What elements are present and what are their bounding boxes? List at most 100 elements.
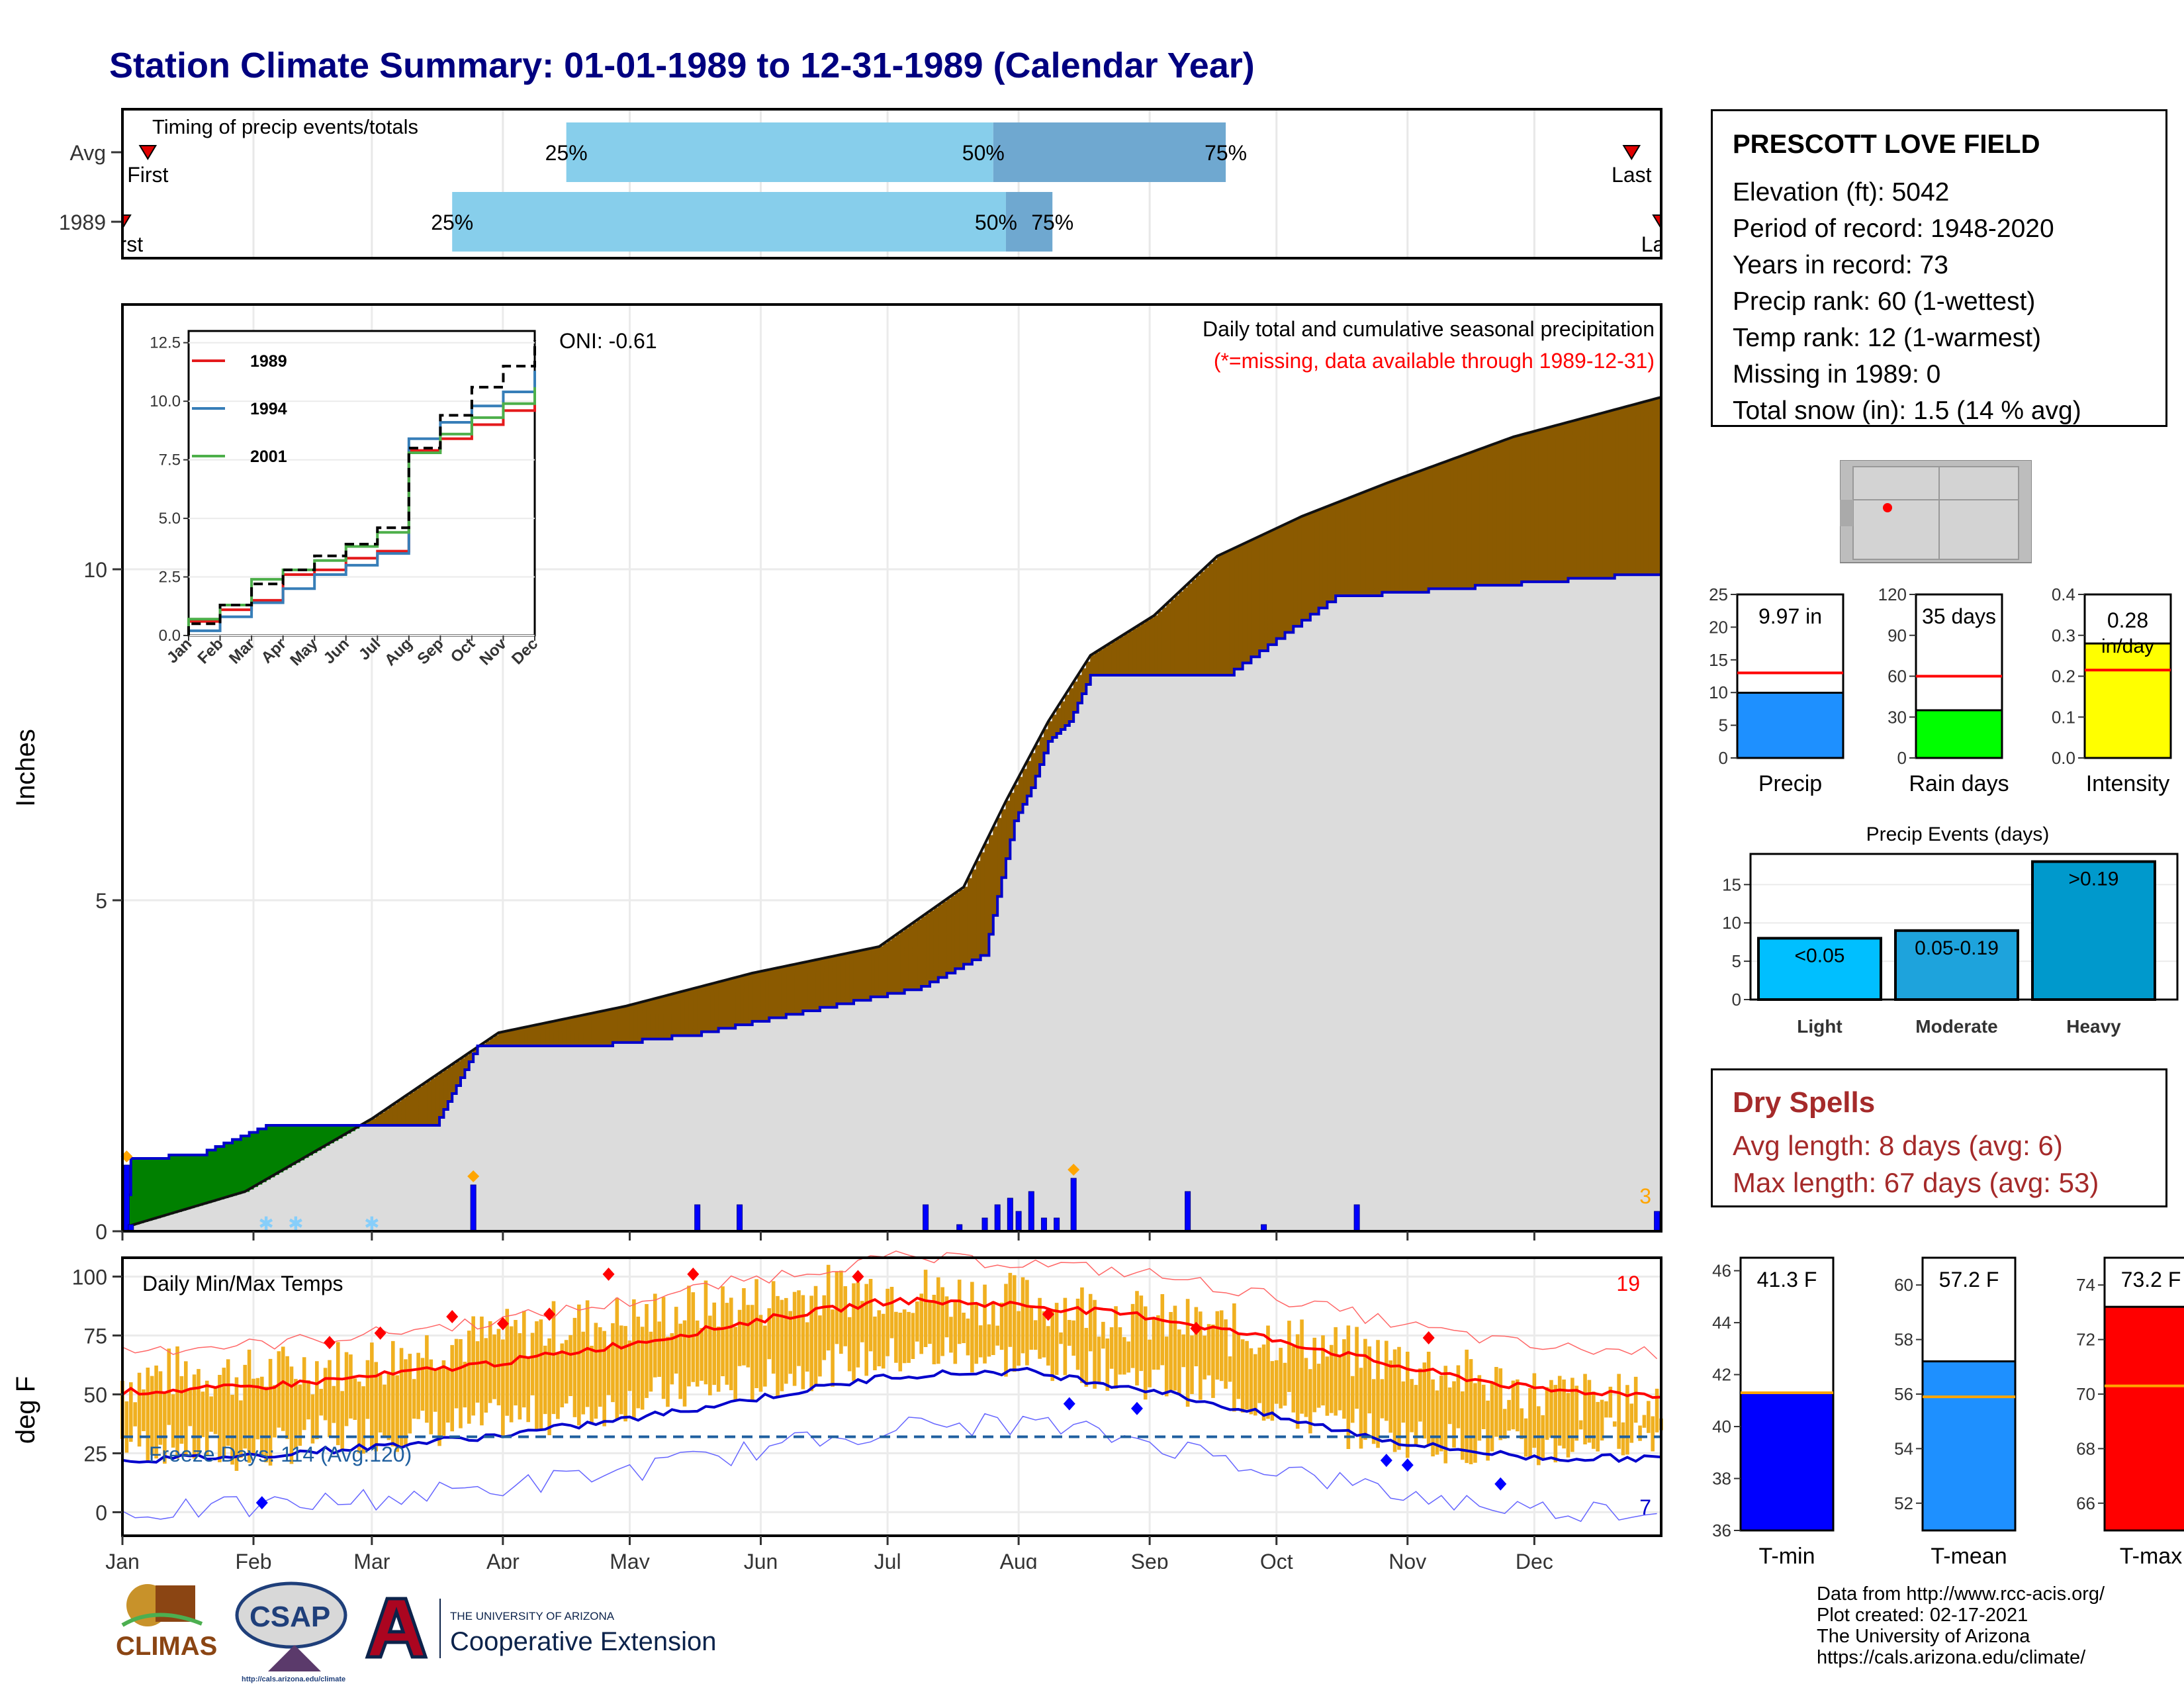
average-min-line bbox=[122, 1366, 1662, 1464]
inset-ytick-label: 5.0 bbox=[159, 510, 181, 528]
small-panel-ytick-label: 0.0 bbox=[2052, 748, 2075, 768]
precip-annotation-title: Daily total and cumulative seasonal prec… bbox=[1203, 317, 1655, 341]
location-map bbox=[1840, 460, 2032, 563]
timing-p50-label: 50% bbox=[962, 141, 1005, 165]
snow-icon: ✱ bbox=[258, 1213, 273, 1234]
freeze-days-label: Freeze Days: 114 (Avg:120) bbox=[149, 1442, 412, 1466]
credits: Data from http://www.rcc-acis.org/ Plot … bbox=[1817, 1583, 2105, 1668]
station-detail-line: Elevation (ft): 5042 bbox=[1733, 178, 1950, 207]
average-max-line bbox=[121, 1296, 1662, 1399]
station-detail-line: Missing in 1989: 0 bbox=[1733, 360, 1941, 389]
month-label: Feb bbox=[235, 1550, 271, 1569]
inset-ytick-label: 7.5 bbox=[159, 451, 181, 469]
temps-ytick-label: 25 bbox=[83, 1442, 107, 1466]
inset-frame bbox=[187, 330, 536, 637]
event-bar bbox=[2031, 860, 2156, 1001]
daily-precip-bar bbox=[470, 1184, 477, 1232]
station-detail-line: Temp rank: 12 (1-warmest) bbox=[1733, 324, 2041, 352]
record-low-icon bbox=[1063, 1397, 1075, 1411]
temps-count-top: 19 bbox=[1616, 1272, 1640, 1295]
small-panel-ytick-label: 120 bbox=[1878, 585, 1907, 604]
timing-p75-label: 75% bbox=[1205, 141, 1247, 165]
record-high-icon bbox=[1042, 1307, 1054, 1321]
small-panel-ytick-label: 44 bbox=[1712, 1313, 1731, 1333]
month-label: Sep bbox=[1131, 1550, 1169, 1569]
small-panel-ytick-label: 15 bbox=[1709, 650, 1728, 670]
events-ytick-label: 5 bbox=[1732, 951, 1741, 971]
station-details: Elevation (ft): 5042 Period of record: 19… bbox=[1733, 174, 2165, 429]
record-high-icon bbox=[602, 1267, 615, 1281]
ua-small-text: THE UNIVERSITY OF ARIZONA bbox=[450, 1610, 615, 1622]
daily-temps-chart: 0 25 50 75 100 Jan Feb Mar Apr May Jun Jul Aug Sep Oct… bbox=[11, 1250, 1663, 1569]
credit-line: Data from http://www.rcc-acis.org/ bbox=[1817, 1583, 2105, 1605]
csap-logo-text: CSAP bbox=[250, 1601, 330, 1633]
daily-precip-bar bbox=[1654, 1211, 1661, 1232]
daily-precip-bar bbox=[1185, 1191, 1191, 1232]
timing-p75-label: 75% bbox=[1031, 211, 1073, 234]
temps-label: Daily Min/Max Temps bbox=[142, 1272, 343, 1295]
month-label: Mar bbox=[353, 1550, 390, 1569]
credit-line: Plot created: 02-17-2021 bbox=[1817, 1605, 2028, 1626]
inset-legend-label: 1994 bbox=[250, 400, 287, 418]
snow-icon: ✱ bbox=[364, 1213, 379, 1234]
daily-precip-bar bbox=[1028, 1191, 1034, 1232]
csap-logo: CSAP http://cals.arizona.edu/climate bbox=[235, 1581, 347, 1683]
record-high-icon bbox=[323, 1336, 336, 1350]
small-panel-ytick-label: 25 bbox=[1709, 585, 1728, 604]
credit-line: https://cals.arizona.edu/climate/ bbox=[1817, 1647, 2086, 1668]
climas-wave-icon bbox=[121, 1613, 203, 1627]
timing-frame-outline bbox=[121, 108, 1662, 259]
precip-totals-chart: 0 5 10 15 20 25 9.97 in Precip 0 30 60 90 120 35 days… bbox=[1709, 585, 2172, 796]
small-panel-value-label: 41.3 F bbox=[1757, 1268, 1817, 1291]
events-frame bbox=[1749, 853, 2179, 1001]
small-panel-ytick-label: 5 bbox=[1719, 716, 1728, 735]
small-panel-ytick-label: 0 bbox=[1897, 748, 1907, 768]
dry-spells-avg: Avg length: 8 days (avg: 6) bbox=[1733, 1130, 2063, 1161]
ua-logo: THE UNIVERSITY OF ARIZONA Cooperative Ex… bbox=[365, 1597, 716, 1659]
climas-logo: CLIMAS bbox=[116, 1584, 217, 1661]
event-category-label: Heavy bbox=[2066, 1016, 2121, 1037]
ua-big-text: Cooperative Extension bbox=[450, 1627, 716, 1656]
event-bin-label: 0.05-0.19 bbox=[1915, 937, 1999, 959]
record-low-icon bbox=[1494, 1477, 1507, 1491]
small-panel-value-label: 9.97 in bbox=[1758, 604, 1822, 628]
station-info-box: PRESCOTT LOVE FIELD Elevation (ft): 5042… bbox=[1711, 109, 2167, 427]
daily-precip-bar bbox=[1054, 1217, 1060, 1232]
csap-mountain-icon bbox=[268, 1645, 321, 1671]
record-marker-icon bbox=[1068, 1164, 1080, 1176]
month-label: May bbox=[610, 1550, 649, 1569]
small-panel-ytick-label: 0.2 bbox=[2052, 667, 2075, 686]
daily-precip-bar bbox=[1353, 1204, 1360, 1232]
station-name: PRESCOTT LOVE FIELD bbox=[1733, 130, 2040, 159]
dry-spells-box: Dry Spells Avg length: 8 days (avg: 6) M… bbox=[1711, 1068, 2167, 1207]
small-panel-bar bbox=[1736, 691, 1844, 759]
temps-ytick-label: 0 bbox=[95, 1501, 107, 1524]
precip-events-chart: Precip Events (days) 0 5 10 15 <0.05 Light 0.05… bbox=[1722, 823, 2179, 1037]
small-panel-ytick-label: 40 bbox=[1712, 1417, 1731, 1436]
month-label: Dec bbox=[1516, 1550, 1553, 1569]
event-bin-label: <0.05 bbox=[1795, 945, 1845, 966]
small-panel-category: T-max bbox=[2120, 1544, 2182, 1569]
dry-spells-title: Dry Spells bbox=[1733, 1086, 1876, 1119]
small-panel-value-label: 0.28 bbox=[2107, 608, 2148, 632]
timing-bar-50-75 bbox=[1005, 192, 1053, 252]
small-panel-ytick-label: 60 bbox=[1888, 667, 1907, 686]
station-detail-line: Years in record: 73 bbox=[1733, 251, 1948, 279]
small-panel-value-label: 73.2 F bbox=[2121, 1268, 2181, 1291]
small-panel-category: Intensity bbox=[2086, 771, 2170, 796]
small-panel-category: Rain days bbox=[1909, 771, 2009, 796]
credit-line: The University of Arizona bbox=[1817, 1626, 2030, 1647]
climas-logo-text: CLIMAS bbox=[116, 1632, 217, 1661]
inset-series-line bbox=[187, 402, 536, 635]
event-category-label: Moderate bbox=[1915, 1016, 1997, 1037]
timing-p50-label: 50% bbox=[975, 211, 1017, 234]
small-panel-category: Precip bbox=[1758, 771, 1822, 796]
temps-frame bbox=[121, 1256, 1662, 1537]
small-panel-ytick-label: 30 bbox=[1888, 707, 1907, 727]
daily-precip-bar bbox=[1070, 1178, 1077, 1232]
daily-precip-bar bbox=[994, 1204, 1001, 1232]
timing-edge-mask-left bbox=[0, 99, 121, 271]
inset-legend-label: 1989 bbox=[250, 352, 287, 371]
record-high-icon bbox=[1190, 1321, 1203, 1335]
